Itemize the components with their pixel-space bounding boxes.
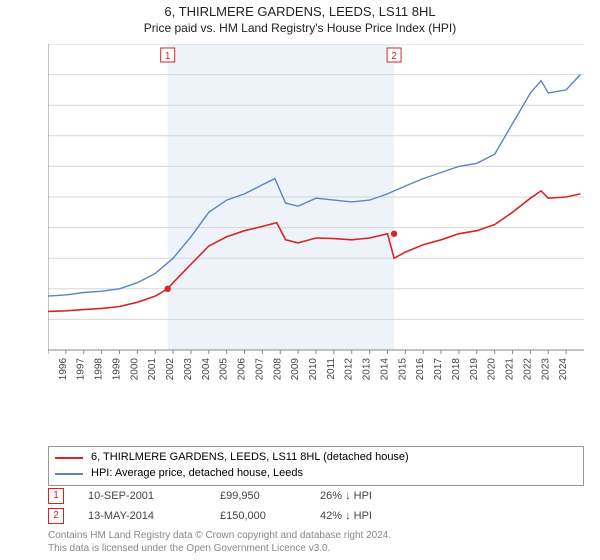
transaction-pct: 26% ↓ HPI <box>320 490 430 502</box>
transaction-date: 10-SEP-2001 <box>88 490 196 502</box>
table-row: 2 13-MAY-2014 £150,000 42% ↓ HPI <box>48 506 584 526</box>
marker-label: 2 <box>48 508 64 524</box>
svg-text:2000: 2000 <box>129 358 140 381</box>
svg-text:1: 1 <box>165 51 171 62</box>
chart-container: 6, THIRLMERE GARDENS, LEEDS, LS11 8HL Pr… <box>0 0 600 560</box>
svg-text:2018: 2018 <box>451 358 462 381</box>
transaction-pct: 42% ↓ HPI <box>320 510 430 522</box>
svg-text:1995: 1995 <box>48 358 51 381</box>
svg-text:2004: 2004 <box>201 358 212 381</box>
svg-text:2002: 2002 <box>165 358 176 381</box>
svg-text:2005: 2005 <box>219 358 230 381</box>
svg-text:2001: 2001 <box>147 358 158 381</box>
svg-text:2014: 2014 <box>379 358 390 381</box>
svg-text:2008: 2008 <box>272 358 283 381</box>
title-block: 6, THIRLMERE GARDENS, LEEDS, LS11 8HL Pr… <box>0 0 600 35</box>
svg-text:2: 2 <box>391 51 397 62</box>
transaction-date: 13-MAY-2014 <box>88 510 196 522</box>
svg-text:2022: 2022 <box>522 358 533 381</box>
svg-text:1999: 1999 <box>111 358 122 381</box>
transactions-table: 1 10-SEP-2001 £99,950 26% ↓ HPI 2 13-MAY… <box>48 486 584 526</box>
legend-swatch <box>55 473 83 475</box>
svg-text:2003: 2003 <box>183 358 194 381</box>
legend-swatch <box>55 457 83 459</box>
transaction-price: £150,000 <box>220 510 296 522</box>
legend-label: HPI: Average price, detached house, Leed… <box>91 466 303 482</box>
svg-text:2009: 2009 <box>290 358 301 381</box>
svg-text:2013: 2013 <box>362 358 373 381</box>
legend: 6, THIRLMERE GARDENS, LEEDS, LS11 8HL (d… <box>48 446 584 486</box>
legend-item: 6, THIRLMERE GARDENS, LEEDS, LS11 8HL (d… <box>55 450 577 466</box>
svg-text:2016: 2016 <box>415 358 426 381</box>
line-chart: £0£50K£100K£150K£200K£250K£300K£350K£400… <box>48 44 584 384</box>
legend-label: 6, THIRLMERE GARDENS, LEEDS, LS11 8HL (d… <box>91 450 409 466</box>
legend-item: HPI: Average price, detached house, Leed… <box>55 466 577 482</box>
svg-text:2020: 2020 <box>487 358 498 381</box>
svg-text:1996: 1996 <box>58 358 69 381</box>
svg-text:2011: 2011 <box>326 358 337 380</box>
marker-label: 1 <box>48 488 64 504</box>
license-text: Contains HM Land Registry data © Crown c… <box>48 529 584 555</box>
license-line: This data is licensed under the Open Gov… <box>48 542 584 555</box>
transaction-price: £99,950 <box>220 490 296 502</box>
svg-text:1998: 1998 <box>94 358 105 381</box>
chart-title: 6, THIRLMERE GARDENS, LEEDS, LS11 8HL <box>0 4 600 19</box>
svg-text:1997: 1997 <box>76 358 87 381</box>
svg-text:2023: 2023 <box>540 358 551 381</box>
svg-text:2012: 2012 <box>344 358 355 381</box>
chart-subtitle: Price paid vs. HM Land Registry's House … <box>0 21 600 35</box>
svg-text:2021: 2021 <box>505 358 516 381</box>
license-line: Contains HM Land Registry data © Crown c… <box>48 529 584 542</box>
svg-text:2010: 2010 <box>308 358 319 381</box>
table-row: 1 10-SEP-2001 £99,950 26% ↓ HPI <box>48 486 584 506</box>
svg-text:2024: 2024 <box>558 358 569 381</box>
svg-text:2006: 2006 <box>237 358 248 381</box>
svg-text:2019: 2019 <box>469 358 480 381</box>
svg-text:2007: 2007 <box>254 358 265 381</box>
svg-text:2017: 2017 <box>433 358 444 381</box>
svg-text:2015: 2015 <box>397 358 408 381</box>
